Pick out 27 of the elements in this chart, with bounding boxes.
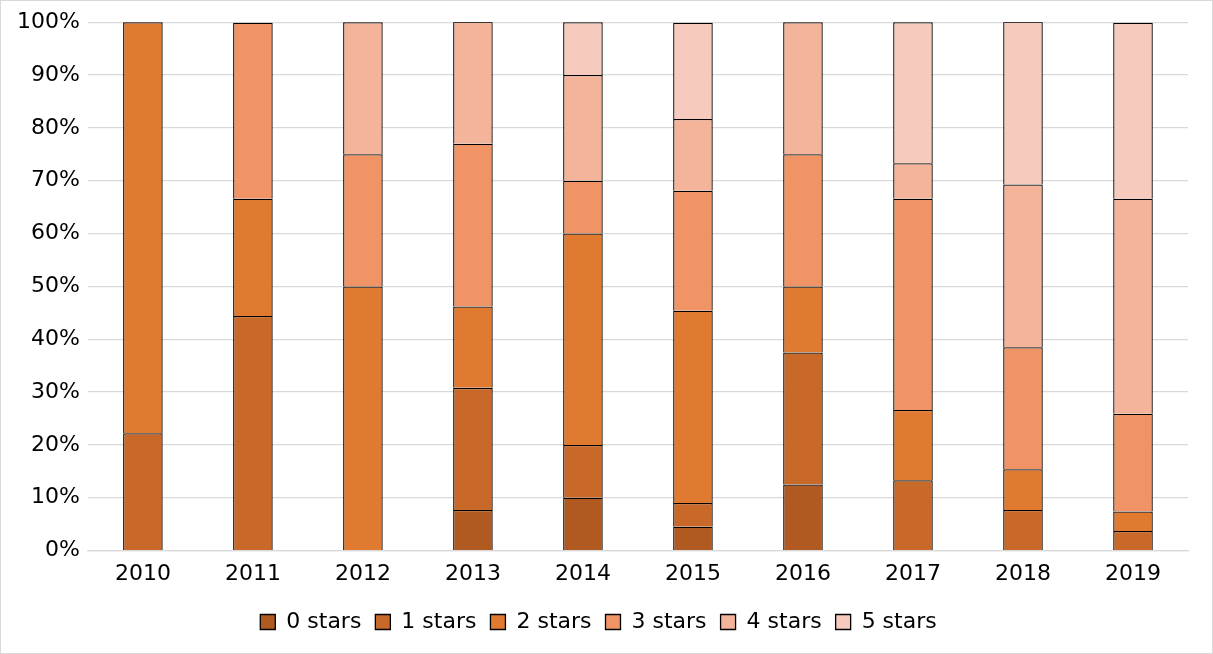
x-tick-label: 2012: [334, 559, 391, 585]
x-tick-label: 2013: [444, 559, 501, 585]
x-tick-label: 2019: [1104, 559, 1161, 585]
y-tick-label: 10%: [30, 483, 80, 509]
y-tick-label: 70%: [30, 166, 80, 192]
y-tick-label: 0%: [44, 536, 80, 562]
x-tick-label: 2011: [224, 559, 281, 585]
x-tick-label: 2018: [994, 559, 1051, 585]
legend-label: 5 stars: [861, 607, 937, 633]
x-tick-label: 2014: [554, 559, 611, 585]
x-tick-label: 2015: [664, 559, 721, 585]
y-tick-label: 30%: [30, 377, 80, 403]
legend-label: 1 stars: [401, 607, 477, 633]
y-tick-label: 50%: [30, 272, 80, 298]
y-tick-label: 80%: [30, 113, 80, 139]
y-tick-label: 20%: [30, 430, 80, 456]
legend-label: 0 stars: [286, 607, 362, 633]
x-tick-label: 2010: [114, 559, 171, 585]
legend-label: 4 stars: [746, 607, 822, 633]
y-tick-label: 100%: [16, 7, 80, 33]
y-tick-label: 90%: [30, 60, 80, 86]
y-tick-label: 60%: [30, 219, 80, 245]
legend-label: 3 stars: [631, 607, 707, 633]
legend-label: 2 stars: [516, 607, 592, 633]
x-tick-label: 2016: [774, 559, 831, 585]
y-tick-label: 40%: [30, 324, 80, 350]
x-tick-label: 2017: [884, 559, 941, 585]
